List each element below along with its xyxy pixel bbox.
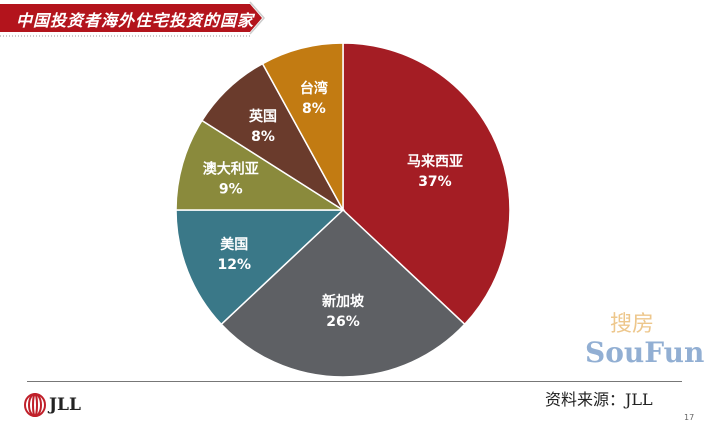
jll-logo-icon bbox=[24, 393, 46, 417]
footer-divider bbox=[27, 381, 682, 382]
slice-label: 美国 bbox=[220, 236, 248, 253]
slice-label: 台湾 bbox=[300, 80, 328, 97]
chart-title: 中国投资者海外住宅投资的国家 bbox=[16, 11, 255, 30]
soufun-watermark: 搜房 SouFun bbox=[585, 312, 704, 369]
slice-value-label: 8% bbox=[302, 101, 326, 117]
jll-logo-text: JLL bbox=[49, 395, 81, 415]
slice-value-label: 8% bbox=[251, 129, 275, 145]
jll-logo: JLL bbox=[24, 393, 81, 417]
title-banner bbox=[0, 1, 265, 37]
slice-value-label: 12% bbox=[218, 257, 252, 273]
slice-value-label: 37% bbox=[418, 174, 452, 190]
slice-value-label: 9% bbox=[219, 181, 243, 197]
pie-slice bbox=[342, 42, 511, 326]
pie-slice bbox=[220, 208, 466, 378]
pie-slice bbox=[175, 119, 346, 211]
source-note: 资料来源：JLL bbox=[545, 390, 653, 409]
slice-label: 澳大利亚 bbox=[203, 160, 259, 177]
page-number: 17 bbox=[684, 413, 695, 422]
pie-slice bbox=[175, 209, 345, 326]
slice-label: 马来西亚 bbox=[407, 154, 463, 170]
slice-value-label: 26% bbox=[326, 314, 360, 330]
watermark-en: SouFun bbox=[585, 336, 705, 370]
pie-slice bbox=[261, 42, 344, 211]
slice-label: 新加坡 bbox=[322, 293, 365, 310]
watermark-cn: 搜房 bbox=[610, 312, 655, 337]
slice-label: 英国 bbox=[248, 108, 277, 125]
